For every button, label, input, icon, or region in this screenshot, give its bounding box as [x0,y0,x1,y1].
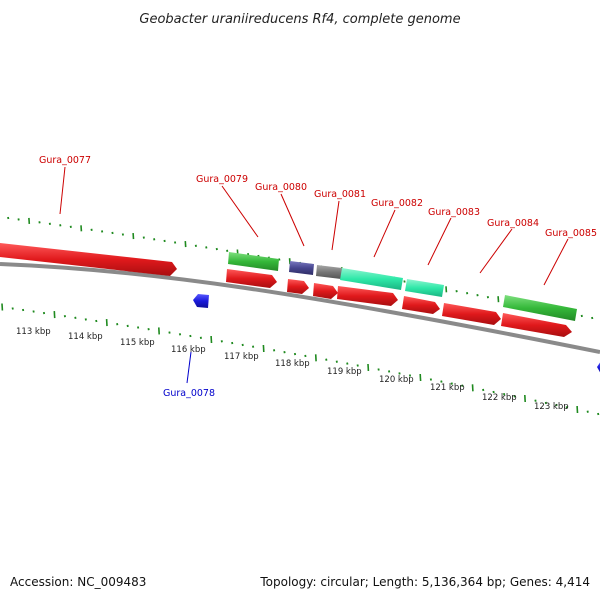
genome-backbone [0,262,600,354]
cds-arrow-forward [287,279,309,294]
cds-arrow-forward [442,303,501,325]
feature-purple [289,261,314,275]
leader-line [331,200,340,251]
scale-labels: 113 kbp 114 kbp 115 kbp 116 kbp 117 kbp … [16,327,569,412]
scale-label: 120 kbp [379,375,414,385]
leader-line [221,185,259,238]
cds-arrow-forward [313,283,338,299]
gene-label[interactable]: Gura_0082 [371,198,423,209]
gene-label[interactable]: Gura_0078 [163,388,215,399]
scale-label: 117 kbp [224,352,259,362]
leader-line [280,193,305,247]
reverse-cds-track [193,294,600,373]
leader-line [427,217,452,266]
cds-arrow-reverse [597,362,600,373]
map-title: Geobacter uraniireducens Rf4, complete g… [139,12,460,27]
cds-arrow-forward [0,243,177,276]
gene-labels: Gura_0077 Gura_0078 Gura_0079 Gura_0080 … [39,155,597,399]
gene-label[interactable]: Gura_0081 [314,189,366,200]
scale-label: 119 kbp [327,367,362,377]
scale-label: 123 kbp [534,402,569,412]
forward-cds-track [0,243,572,337]
leader-line [373,209,396,258]
leader-line [186,351,192,384]
gene-label[interactable]: Gura_0083 [428,207,480,218]
scale-label: 122 kbp [482,393,517,403]
genome-summary-text: Topology: circular; Length: 5,136,364 bp… [259,575,590,589]
feature-track-outer [228,252,577,321]
gene-label[interactable]: Gura_0079 [196,174,248,185]
scale-label: 113 kbp [16,327,51,337]
leader-line [479,228,513,274]
feature-teal [340,268,403,290]
scale-label: 121 kbp [430,383,465,393]
gene-label[interactable]: Gura_0084 [487,218,539,229]
feature-gray [316,265,342,279]
scale-label: 115 kbp [120,338,155,348]
cds-arrow-forward [501,313,572,337]
gene-label[interactable]: Gura_0077 [39,155,91,166]
cds-arrow-forward [226,269,277,288]
cds-arrow-forward [402,296,440,314]
cds-arrow-reverse [193,294,209,308]
scale-label: 114 kbp [68,332,103,342]
inner-tick-ring [1,303,600,416]
scale-label: 118 kbp [275,359,310,369]
feature-green [228,252,279,271]
cds-arrow-forward [337,286,398,306]
scale-label: 116 kbp [171,345,206,355]
gene-label[interactable]: Gura_0085 [545,228,597,239]
feature-teal [405,279,444,297]
leader-line [543,238,569,286]
leader-line [59,166,66,215]
gene-label[interactable]: Gura_0080 [255,182,307,193]
accession-text: Accession: NC_009483 [10,575,146,589]
gene-label-leaders [59,166,569,384]
feature-green [503,295,577,321]
